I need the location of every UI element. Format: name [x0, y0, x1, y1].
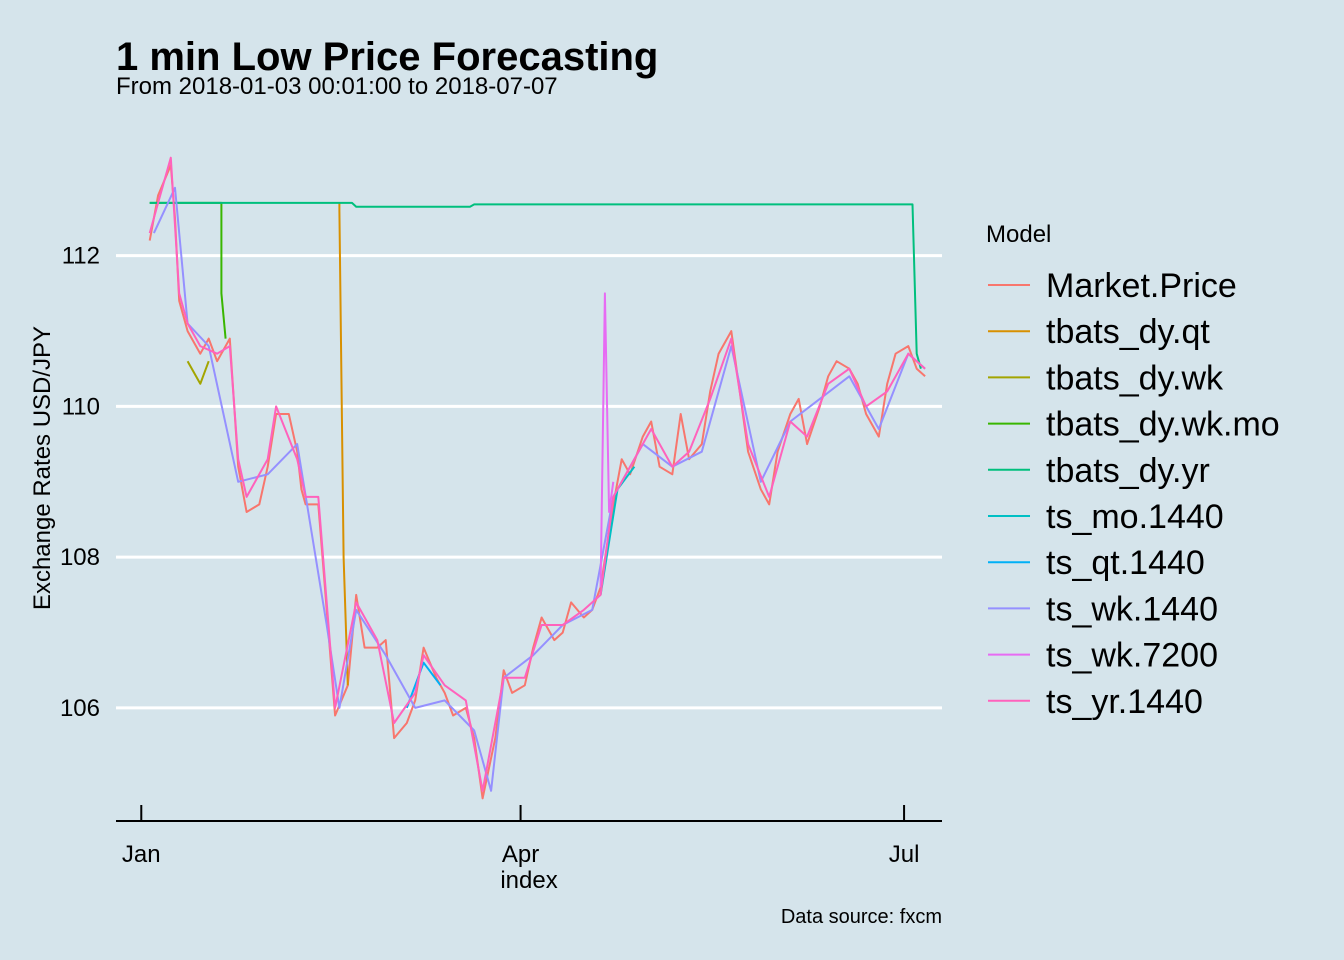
series-line-tbats-dy-qt — [338, 202, 349, 686]
plot-area — [148, 156, 926, 800]
legend: Model Market.Price tbats_dy.qt tbats_dy.wk… — [986, 221, 1280, 721]
legend-item: ts_wk.1440 — [988, 590, 1218, 628]
legend-item: ts_mo.1440 — [988, 498, 1224, 536]
series-line-tbats-dy-wk — [186, 360, 210, 385]
series-line-tbats-dy-yr — [149, 201, 922, 369]
legend-label: tbats_dy.yr — [1046, 452, 1210, 490]
legend-label: Market.Price — [1046, 267, 1237, 305]
series-line-ts-qt-1440 — [405, 661, 442, 709]
x-tick-label: Jan — [122, 841, 161, 868]
legend-label: ts_qt.1440 — [1046, 544, 1205, 582]
y-tick-label: 110 — [62, 393, 100, 420]
y-tick-label: 112 — [62, 243, 100, 270]
x-axis-ticks: Jan Apr Jul — [122, 805, 919, 868]
legend-label: ts_wk.1440 — [1046, 590, 1218, 628]
legend-label: tbats_dy.qt — [1046, 313, 1210, 351]
legend-title: Model — [986, 221, 1051, 248]
chart-subtitle: From 2018-01-03 00:01:00 to 2018-07-07 — [116, 73, 558, 100]
series-line-ts-wk-7200 — [599, 292, 615, 588]
x-tick-label: Jul — [889, 841, 920, 868]
y-tick-label: 108 — [60, 544, 100, 571]
legend-item: tbats_dy.yr — [988, 452, 1210, 490]
legend-label: tbats_dy.wk — [1046, 359, 1224, 397]
legend-label: tbats_dy.wk.mo — [1046, 406, 1280, 444]
legend-item: ts_yr.1440 — [988, 683, 1203, 721]
legend-label: ts_wk.7200 — [1046, 637, 1218, 675]
legend-item: ts_wk.7200 — [988, 637, 1218, 675]
legend-item: tbats_dy.wk — [988, 359, 1224, 397]
series-line-ts-yr-1440 — [148, 156, 926, 792]
chart-caption: Data source: fxcm — [781, 906, 942, 928]
chart-title: 1 min Low Price Forecasting — [116, 35, 658, 79]
y-axis-label: Exchange Rates USD/JPY — [29, 326, 56, 610]
y-axis-ticks: 106 108 110 112 — [60, 243, 100, 722]
grid-lines — [116, 254, 942, 710]
legend-label: ts_yr.1440 — [1046, 683, 1203, 721]
legend-item: tbats_dy.qt — [988, 313, 1210, 351]
series-line-market-price — [148, 164, 926, 800]
x-tick-label: Apr — [502, 841, 539, 868]
x-axis-label: index — [500, 867, 557, 894]
legend-label: ts_mo.1440 — [1046, 498, 1224, 536]
legend-item: ts_qt.1440 — [988, 544, 1205, 582]
legend-item: tbats_dy.wk.mo — [988, 406, 1280, 444]
series-line-ts-wk-1440 — [152, 186, 926, 792]
legend-item: Market.Price — [988, 267, 1237, 305]
y-tick-label: 106 — [60, 695, 100, 722]
